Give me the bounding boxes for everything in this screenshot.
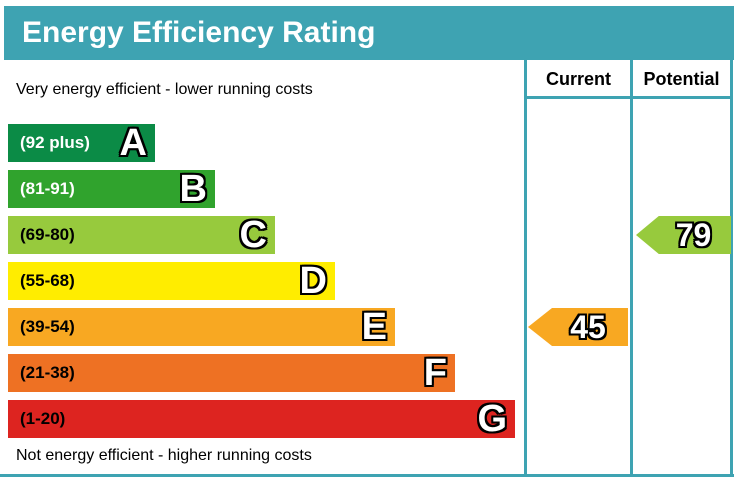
chart-title: Energy Efficiency Rating <box>22 16 376 49</box>
rating-band: (92 plus) A <box>8 124 155 162</box>
band-range-label: (39-54) <box>20 317 75 336</box>
band-range-label: (92 plus) <box>20 133 90 152</box>
rating-band: (81-91) B <box>8 170 215 208</box>
band-range-label: (55-68) <box>20 271 75 290</box>
band-range-label: (81-91) <box>20 179 75 198</box>
chart-title-bar: Energy Efficiency Rating <box>4 6 734 60</box>
band-letter: A <box>119 122 147 164</box>
table-header-underline <box>524 96 733 99</box>
rating-band: (55-68) D <box>8 262 335 300</box>
band-range-label: (21-38) <box>20 363 75 382</box>
current-column-header: Current <box>545 68 611 89</box>
band-letter: D <box>299 260 327 302</box>
rating-band: (39-54) E <box>8 308 395 346</box>
band-range-label: (69-80) <box>20 225 75 244</box>
bottom-note: Not energy efficient - higher running co… <box>16 447 312 464</box>
top-note: Very energy efficient - lower running co… <box>16 81 313 98</box>
current-rating-arrow: 45 <box>528 308 628 346</box>
potential-column-header: Potential <box>643 68 720 89</box>
rating-band: (69-80) C <box>8 216 275 254</box>
table-border-right <box>730 60 733 477</box>
band-letter: G <box>477 398 507 440</box>
table-border-left <box>524 60 527 477</box>
current-rating-value: 45 <box>570 309 606 345</box>
table-border-middle <box>630 60 633 477</box>
rating-bands: (92 plus) A (81-91) B (69-80) C (55-68) … <box>8 124 515 446</box>
potential-rating-arrow: 79 <box>636 216 731 254</box>
band-letter: B <box>179 168 207 210</box>
band-range-label: (1-20) <box>20 409 66 428</box>
band-letter: E <box>361 306 387 348</box>
band-letter: C <box>239 214 267 256</box>
rating-band: (1-20) G <box>8 400 515 438</box>
chart-bottom-border <box>0 474 734 477</box>
potential-rating-value: 79 <box>675 217 712 253</box>
band-letter: F <box>423 352 447 394</box>
rating-band: (21-38) F <box>8 354 455 392</box>
